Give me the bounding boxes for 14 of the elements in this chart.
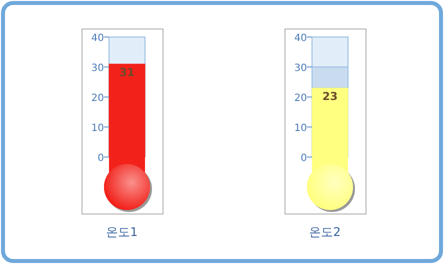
- y-tick-label: 20: [294, 93, 307, 104]
- y-tick-label: 0: [300, 153, 307, 164]
- y-tick-label: 0: [98, 153, 104, 164]
- x-tick-label: 온도1: [106, 225, 138, 239]
- y-tick-label: 10: [294, 123, 307, 134]
- x-tick-label: 온도2: [309, 225, 341, 239]
- data-label: 23: [322, 90, 338, 103]
- y-tick-label: 40: [294, 33, 307, 44]
- y-tick-label: 40: [91, 33, 104, 44]
- y-tick-label: 30: [91, 63, 104, 74]
- y-tick-label: 20: [91, 93, 104, 104]
- y-tick-label: 30: [294, 63, 307, 74]
- y-tick-label: 10: [91, 123, 104, 134]
- data-label: 31: [119, 66, 135, 79]
